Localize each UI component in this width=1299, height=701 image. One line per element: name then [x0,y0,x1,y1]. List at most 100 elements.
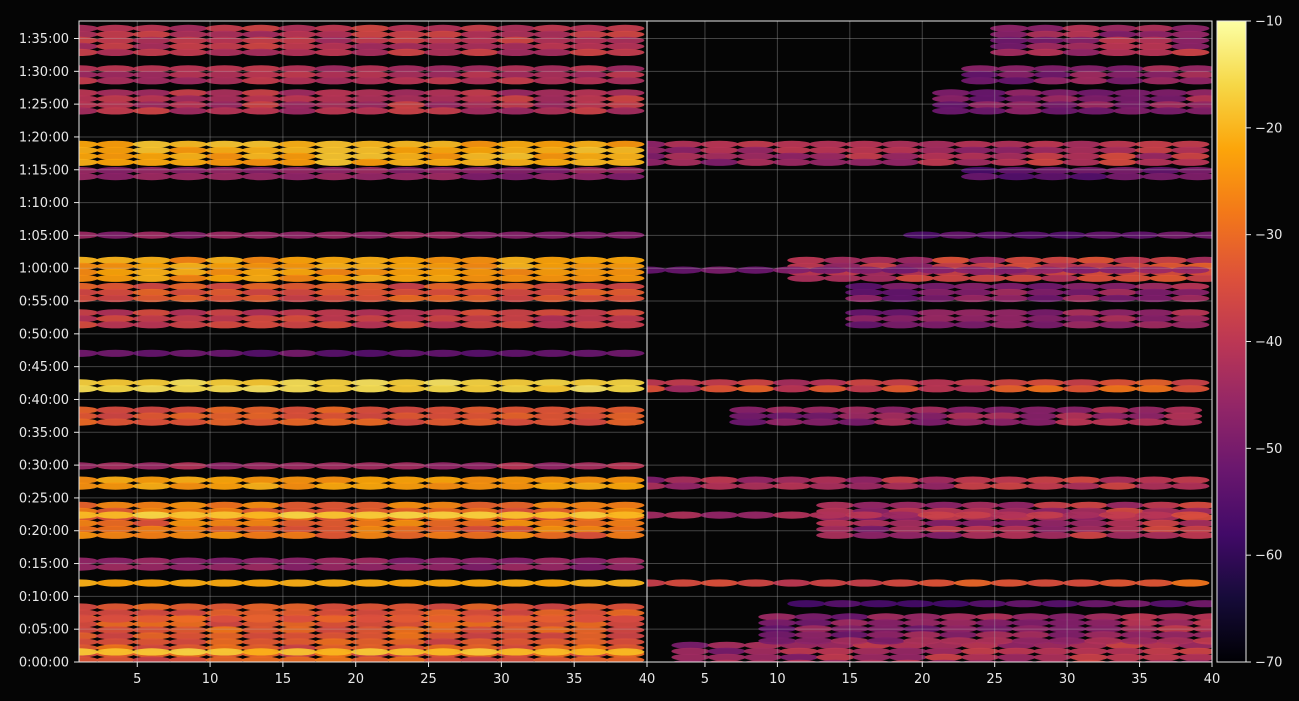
heatmap-cell [132,476,171,484]
heatmap-cell [496,294,536,303]
heatmap-cell [569,30,608,38]
heatmap-cell [351,603,390,611]
heatmap-cell [1026,511,1065,519]
heatmap-cell [423,152,463,160]
heatmap-cell [241,42,281,51]
heatmap-cell [169,418,208,426]
heatmap-cell [496,107,536,115]
heatmap-cell [205,309,244,317]
heatmap-cell [314,531,354,539]
heatmap-cell [606,482,645,490]
heatmap-cell [169,48,208,57]
heatmap-cell [241,158,281,166]
heatmap-cell [351,315,390,323]
heatmap-cell [606,274,645,282]
heatmap-cell [351,274,390,282]
heatmap-cell [772,511,812,519]
heatmap-cell [132,95,171,103]
heatmap-cell [1171,579,1210,587]
heatmap-cell [169,412,208,420]
heatmap-cell [874,418,913,426]
heatmap-cell [700,158,739,166]
heatmap-cell [96,615,135,623]
heatmap-cell [647,379,667,387]
heatmap-cell [794,637,833,645]
heatmap-cell [606,167,645,175]
heatmap-cell [205,379,244,387]
heatmap-cell [990,309,1029,317]
heatmap-cell [953,294,993,303]
heatmap-cell [569,501,608,509]
heatmap-cell [132,256,171,264]
heatmap-cell [423,262,463,270]
heatmap-cell [569,385,608,393]
heatmap-cell [496,412,536,420]
heatmap-cell [423,231,463,239]
heatmap-cell [823,600,862,608]
heatmap-cell [132,557,171,565]
heatmap-cell [1171,24,1210,32]
heatmap-cell [700,511,739,519]
heatmap-cell [169,476,208,484]
heatmap-cell [729,412,768,420]
heatmap-cell [205,511,244,519]
heatmap-cell [314,262,354,270]
heatmap-cell [314,231,354,239]
heatmap-cell [387,511,426,519]
heatmap-cell [816,653,855,661]
heatmap-cell [990,24,1029,32]
y-tick-label: 0:05:00 [19,623,69,638]
heatmap-cell [169,511,208,519]
heatmap-cell [96,77,135,85]
heatmap-cell [241,379,281,387]
heatmap-cell [387,294,426,303]
heatmap-cell [278,65,317,73]
heatmap-cell [241,152,281,160]
heatmap-cell [990,30,1029,38]
heatmap-cell [314,274,354,282]
heatmap-cell [132,282,171,291]
heatmap-cell [961,519,1000,527]
heatmap-cell [809,146,848,154]
heatmap-cell [997,647,1036,655]
heatmap-cell [132,563,171,571]
heatmap-cell [961,501,1000,509]
heatmap-cell [647,385,667,393]
heatmap-cell [423,42,463,51]
heatmap-cell [314,288,354,297]
heatmap-cell [241,256,281,264]
heatmap-cell [1026,309,1065,317]
heatmap-cell [961,65,1000,73]
heatmap-cell [423,173,463,181]
heatmap-cell [1120,631,1159,639]
heatmap-cell [1135,482,1174,490]
heatmap-cell [1135,140,1174,148]
heatmap-cell [917,321,956,329]
heatmap-cell [423,609,463,617]
heatmap-cell [533,77,572,85]
heatmap-cell [866,637,906,645]
heatmap-cell [1069,167,1108,175]
heatmap-cell [496,95,536,103]
heatmap-cell [772,266,812,274]
heatmap-cell [241,48,281,57]
heatmap-cell [460,412,499,420]
heatmap-cell [79,656,99,662]
heatmap-panel-right [647,24,1212,662]
heatmap-cell [1026,321,1065,329]
heatmap-cell [1077,101,1116,109]
heatmap-cell [96,603,135,611]
heatmap-cell [79,65,99,73]
heatmap-cell [917,476,956,484]
heatmap-cell [816,501,855,509]
heatmap-cell [387,231,426,239]
heatmap-cell [79,482,99,490]
heatmap-cell [664,482,703,490]
heatmap-cell [990,579,1029,587]
heatmap-cell [606,511,645,519]
heatmap-cell [953,321,993,329]
heatmap-cell [1069,531,1108,539]
heatmap-cell [351,620,390,628]
heatmap-cell [96,65,135,73]
heatmap-cell [460,315,499,323]
